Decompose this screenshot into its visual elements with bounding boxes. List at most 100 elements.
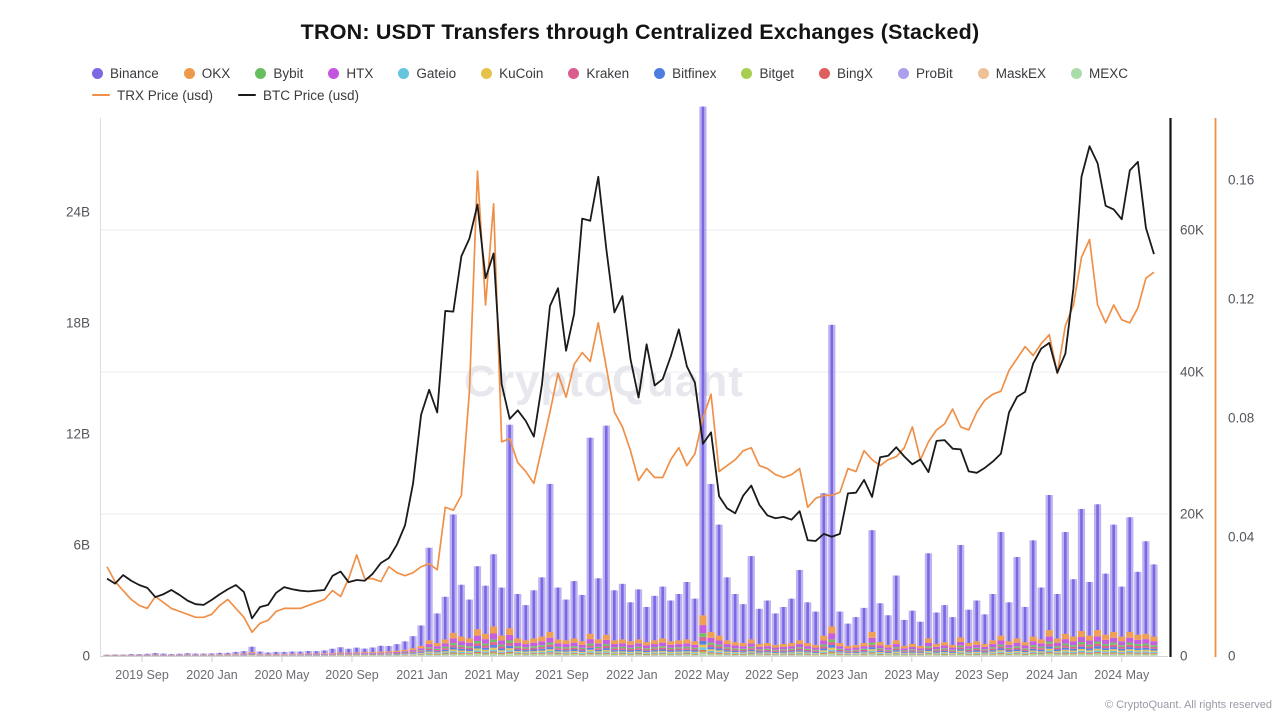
legend-item-binance[interactable]: Binance [92,66,159,81]
legend-item-bitget[interactable]: Bitget [741,66,794,81]
bar-bitfinex [1069,648,1078,651]
bar-bitget [787,654,796,656]
bar-okx [618,639,627,644]
bar-htx [393,651,401,653]
bar-mexc [602,655,610,656]
bar-binance [564,599,568,641]
bar-htx [1142,639,1150,644]
legend-line-swatch [92,93,110,97]
bar-okx [361,652,369,654]
bar-kraken [1053,647,1061,650]
bar-binance [162,653,165,655]
bar-bingx [1085,652,1094,654]
bar-mexc [449,655,457,656]
bar-gateio [602,651,610,653]
bar-mexc [892,655,900,656]
bar-bingx [892,653,900,655]
bar-kucoin [1101,650,1110,652]
x-axis-label: 2023 May [884,668,940,682]
bar-gateio [779,653,788,655]
legend-item-bybit[interactable]: Bybit [255,66,303,81]
bar-kucoin [634,651,643,653]
bar-bitfinex [1061,647,1069,650]
bar-bingx [997,652,1005,654]
bar-mexc [594,655,602,656]
bar-kraken [699,636,707,641]
bar-kucoin [981,652,989,654]
bar-gateio [562,652,570,654]
bar-bitget [1021,654,1029,656]
legend-item-htx[interactable]: HTX [328,66,373,81]
bar-mexc [1126,655,1134,656]
bar-htx [795,644,804,648]
legend-item-bitfinex[interactable]: Bitfinex [654,66,716,81]
bar-bingx [457,653,465,654]
bar-mexc [481,655,490,656]
bar-mexc [489,654,498,656]
bar-gateio [852,653,860,655]
bar-kucoin [1110,649,1118,651]
bar-htx [1150,641,1158,646]
bar-binance [492,554,495,627]
bar-bybit [940,648,949,650]
bar-bybit [844,650,852,652]
bar-mexc [506,655,514,656]
left-axis-label: 24B [66,205,90,220]
legend-item-okx[interactable]: OKX [183,66,230,81]
legend-item-probit[interactable]: ProBit [898,66,953,81]
bar-bitfinex [409,653,417,654]
bar-mexc [659,655,667,656]
bar-bingx [1053,653,1061,655]
bar-binance [1128,517,1132,632]
bar-binance [983,614,987,644]
legend-item-kucoin[interactable]: KuCoin [481,66,543,81]
bar-okx [425,640,433,645]
bar-htx [449,638,457,644]
bar-htx [1021,645,1029,649]
bar-okx [578,641,586,645]
bar-bitfinex [820,648,828,651]
bar-bitget [820,653,828,655]
bar-okx [1110,631,1118,638]
bar-gateio [594,652,602,654]
bar-bybit [1134,644,1142,647]
bar-bitget [828,652,836,655]
bar-okx [763,643,771,647]
legend-item-mexc[interactable]: MEXC [1071,66,1128,81]
bar-okx [1101,634,1110,640]
bar-bitfinex [924,649,933,652]
bar-okx [489,626,498,634]
bar-bitget [707,653,715,655]
bar-kraken [417,651,425,653]
bar-bitfinex [836,651,844,653]
bar-mexc [723,655,731,656]
bar-kraken [997,646,1005,649]
legend-item-trx-price[interactable]: TRX Price (usd) [92,88,213,103]
legend-color-dot [1071,67,1083,79]
bar-bybit [779,649,788,651]
legend-item-kraken[interactable]: Kraken [568,66,629,81]
x-axis-label: 2022 May [674,668,730,682]
bar-kraken [602,646,610,649]
bar-binance [508,424,511,629]
bar-bingx [957,653,965,654]
bar-bitfinex [723,650,731,652]
legend-item-gateio[interactable]: Gateio [398,66,456,81]
legend-item-maskex[interactable]: MaskEX [977,66,1046,81]
bar-bingx [1077,652,1086,654]
bar-bingx [973,653,981,655]
bar-bingx [924,653,933,655]
legend-item-bingx[interactable]: BingX [818,66,873,81]
bar-bitget [578,654,586,656]
bar-okx [1013,638,1021,643]
bar-bitget [868,653,876,655]
bar-htx [691,644,699,648]
bar-htx [441,643,449,647]
bar-kraken [1045,643,1053,647]
bar-bybit [1126,642,1134,645]
bar-htx [723,644,731,648]
legend-item-label: BTC Price (usd) [263,87,360,103]
bar-bitfinex [981,651,989,653]
legend-item-btc-price[interactable]: BTC Price (usd) [238,88,359,103]
legend-item-label: Kraken [586,65,630,81]
